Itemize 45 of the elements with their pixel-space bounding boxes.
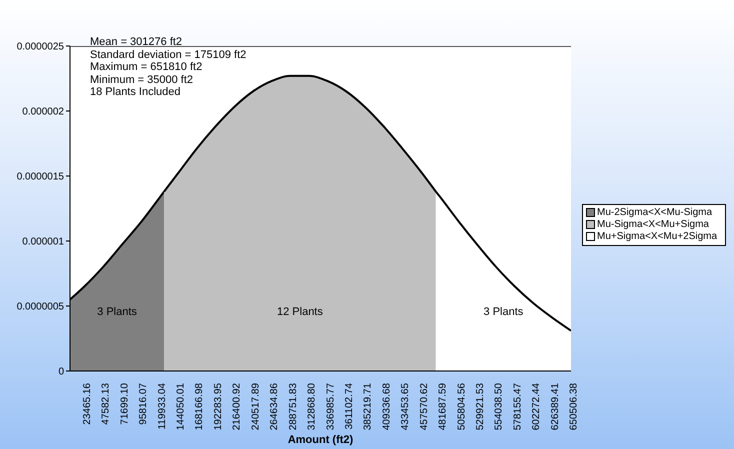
x-tick-label: 361102.74 — [344, 382, 355, 430]
annotation: Mean = 301276 ft2 — [90, 36, 184, 48]
x-tick-label: 312868.80 — [306, 382, 318, 430]
x-tick-label: 192283.95 — [212, 382, 224, 430]
x-tick-label: 626389.41 — [550, 382, 561, 430]
x-tick-label: 47582.13 — [100, 382, 112, 425]
x-tick-label: 578155.47 — [512, 382, 524, 430]
y-tick-label: 0.0000025 — [16, 42, 64, 53]
x-tick-label: 240517.89 — [250, 382, 262, 430]
annotation: Minimum = 35000 ft2 — [90, 74, 194, 86]
x-tick-label: 288751.83 — [288, 382, 299, 430]
x-tick-label: 554038.50 — [494, 382, 505, 430]
y-tick-label: 0.0000015 — [16, 172, 64, 183]
x-tick-label: 168166.98 — [194, 382, 206, 430]
annotation: 12 Plants — [276, 306, 324, 318]
x-tick-label: 336985.77 — [325, 382, 336, 430]
x-tick-label: 409336.68 — [381, 382, 392, 430]
annotation: Maximum = 651810 ft2 — [90, 61, 204, 74]
y-tick-label: 0.000002 — [22, 106, 64, 118]
legend-label: Mu-2Sigma<X<Mu-Sigma — [597, 206, 712, 218]
annotation: 18 Plants Included — [90, 86, 182, 98]
x-axis-title: Amount (ft2) — [288, 434, 354, 446]
annotation: Standard deviation = 175109 ft2 — [90, 48, 246, 61]
x-tick-label: 119933.04 — [156, 382, 168, 430]
y-tick-label: 0.0000005 — [16, 302, 64, 313]
x-tick-label: 529921.53 — [475, 382, 486, 430]
x-tick-label: 264634.86 — [269, 382, 280, 430]
x-tick-label: 481687.59 — [438, 382, 449, 430]
x-tick-label: 216400.92 — [232, 382, 243, 430]
legend-label: Mu+Sigma<X<Mu+2Sigma — [597, 230, 718, 242]
y-tick-label: 0 — [58, 366, 64, 378]
x-tick-label: 457570.62 — [418, 382, 430, 430]
annotation: 3 Plants — [96, 306, 138, 318]
x-tick-label: 95816.07 — [138, 382, 150, 425]
x-tick-label: 602272.44 — [531, 382, 542, 430]
x-tick-label: 650506.38 — [568, 382, 580, 430]
annotation: 3 Plants — [482, 306, 524, 318]
x-tick-label: 505804.56 — [456, 382, 468, 430]
x-tick-label: 144050.01 — [176, 382, 187, 430]
legend-label: Mu-Sigma<X<Mu+Sigma — [597, 218, 709, 230]
x-tick-label: 433453.65 — [400, 382, 412, 430]
x-tick-label: 385219.71 — [362, 382, 374, 430]
x-tick-label: 71699.10 — [119, 382, 130, 425]
x-tick-label: 23465.16 — [82, 382, 93, 425]
y-tick-label: 0.000001 — [22, 236, 64, 248]
